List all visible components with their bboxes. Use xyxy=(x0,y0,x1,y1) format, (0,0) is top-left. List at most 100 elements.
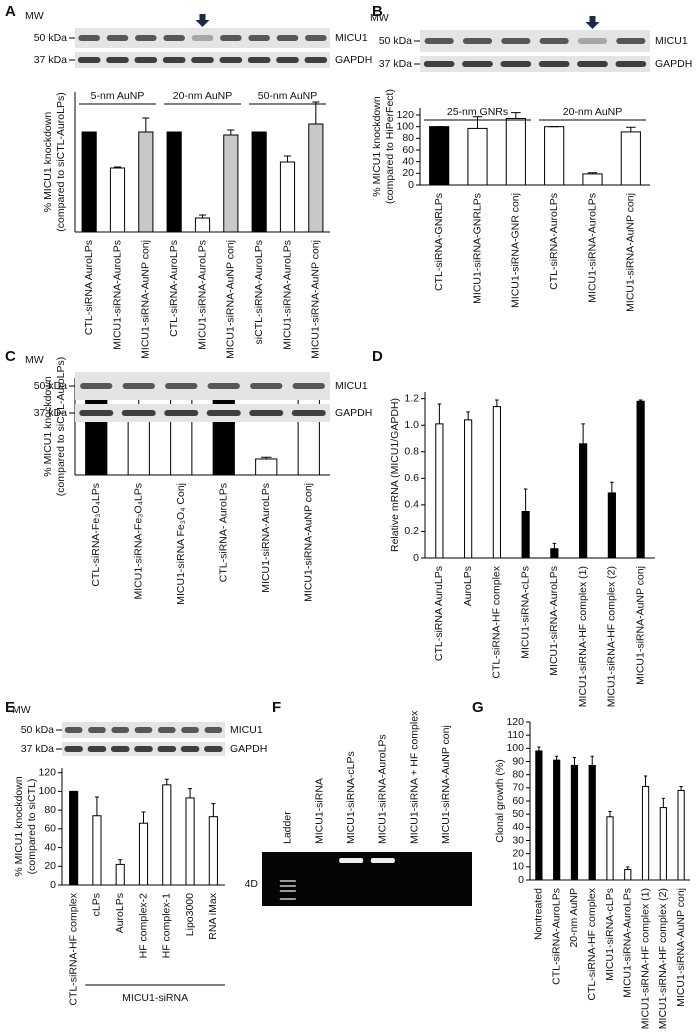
blot-band xyxy=(191,35,214,41)
panel-letter: B xyxy=(372,3,383,20)
bar xyxy=(208,816,218,886)
bar xyxy=(255,458,278,476)
bar xyxy=(607,492,616,559)
panel-letter: F xyxy=(272,699,281,716)
y-axis-label: % MICU1 knockdown xyxy=(42,112,54,213)
y-tick-label: 40 xyxy=(402,155,414,167)
blot-band xyxy=(462,38,493,44)
bar xyxy=(588,764,596,881)
bar xyxy=(624,868,632,881)
x-tick-label: MICU1-siRNA-AuNP conj xyxy=(675,888,687,1007)
y-axis-label: (compared to siCTL-AuroLPs) xyxy=(55,357,67,496)
error-bar xyxy=(511,112,521,119)
bar xyxy=(579,443,588,559)
y-tick-label: 80 xyxy=(402,132,414,144)
error-bar xyxy=(552,542,557,549)
x-tick-label: CTL-siRNA-HF complex xyxy=(67,892,79,1005)
bar xyxy=(185,797,195,886)
panel-letter: A xyxy=(5,3,16,20)
y-tick-label: 50 xyxy=(512,808,524,820)
y-tick-label: 40 xyxy=(44,841,56,853)
y-tick-label: 20 xyxy=(44,860,56,872)
y-tick-label: 0 xyxy=(413,552,419,564)
error-bar xyxy=(94,796,99,816)
marker-label: 50 kDa xyxy=(21,724,54,736)
y-tick-label: 80 xyxy=(44,804,56,816)
panel-letter: D xyxy=(372,348,383,365)
error-bar xyxy=(590,755,594,766)
bar xyxy=(550,548,559,559)
blot-band xyxy=(276,57,299,63)
y-tick-label: 0.2 xyxy=(404,525,419,537)
blot-strip xyxy=(75,28,330,48)
blot-band xyxy=(500,61,532,67)
blot-band xyxy=(249,410,284,416)
lane-label: MICU1-siRNA + HF complex xyxy=(408,710,420,844)
bar xyxy=(544,126,565,186)
y-axis-label: (compared to HiPerFect) xyxy=(384,89,396,204)
bar xyxy=(570,764,579,881)
x-tick-label: MICU1-siRNA-AuNP conj xyxy=(310,240,322,359)
error-bar xyxy=(437,403,442,424)
x-tick-label: MICU1-siRNA-cLPs xyxy=(604,888,616,981)
y-tick-label: 20 xyxy=(402,167,414,179)
x-tick-label: MICU1-siRNA-HF complex (1) xyxy=(577,566,589,707)
x-tick-label: Nontreated xyxy=(533,888,545,940)
blot-band xyxy=(250,383,283,389)
marker-label: 50 kDa xyxy=(34,32,67,44)
bar xyxy=(92,815,102,886)
bar xyxy=(535,750,543,881)
blot-band xyxy=(292,383,325,389)
x-tick-label: CTL-siRNA-AuroLPs xyxy=(168,240,180,337)
bar xyxy=(251,131,267,233)
y-tick-label: 120 xyxy=(506,716,524,728)
bar xyxy=(223,134,239,233)
x-tick-label: Lipo3000 xyxy=(184,893,196,936)
error-bar xyxy=(466,411,470,420)
blot-band xyxy=(165,383,198,389)
y-tick-label: 0.6 xyxy=(404,472,419,484)
ladder-band xyxy=(279,898,296,900)
error-bar xyxy=(581,423,585,444)
group-label: MICU1-siRNA xyxy=(122,992,188,1004)
lane-label: Ladder xyxy=(282,811,294,844)
bar xyxy=(85,390,108,476)
error-bar xyxy=(141,811,146,824)
y-tick-label: 100 xyxy=(38,785,56,797)
x-tick-label: MICU1-siRNA-AuroLPs xyxy=(196,240,208,350)
ladder-band xyxy=(279,890,296,892)
error-bar xyxy=(523,488,528,512)
bar xyxy=(467,127,488,186)
x-tick-label: MICU1-siRNA-AuNP conj xyxy=(625,193,637,312)
y-tick-label: 60 xyxy=(44,823,56,835)
bar xyxy=(138,131,154,233)
x-tick-label: AuroLPs xyxy=(462,566,474,606)
y-tick-label: 30 xyxy=(512,834,524,846)
x-tick-label: MICU1-siRNA-AuNP conj xyxy=(634,566,646,685)
ladder-band xyxy=(279,880,296,882)
x-tick-label: MICU1-siRNA-AuroLPs xyxy=(281,240,293,350)
blot-band xyxy=(305,35,327,41)
y-tick-label: 60 xyxy=(402,144,414,156)
blot-band xyxy=(577,61,608,67)
blot-band xyxy=(538,61,570,67)
x-tick-label: CTL-siRNA-HF complex xyxy=(491,565,503,678)
blot-band xyxy=(291,410,326,416)
error-bar xyxy=(644,775,648,787)
blot-band xyxy=(64,746,83,752)
y-axis-label: % MICU1 knockdown xyxy=(42,376,54,477)
x-tick-label: MICU1-siRNA-AuroLPs xyxy=(260,483,272,593)
error-bar xyxy=(537,746,541,751)
error-bar xyxy=(679,786,683,791)
error-bar xyxy=(495,399,499,407)
error-bar xyxy=(227,129,235,135)
x-tick-label: MICU1-siRNA-GNR conj xyxy=(510,193,522,308)
x-tick-label: CTL-siRNA-AuroLPs xyxy=(550,888,562,985)
blot-band xyxy=(207,383,240,389)
blot-band xyxy=(134,746,153,752)
marker-label: 50 kDa xyxy=(34,380,67,392)
group-label: 25-nm GNRs xyxy=(447,106,508,118)
blot-band xyxy=(106,57,129,63)
mw-label: MW xyxy=(25,354,44,366)
x-tick-label: CTL-siRNA-Fe₃O₄LPs xyxy=(90,483,102,587)
